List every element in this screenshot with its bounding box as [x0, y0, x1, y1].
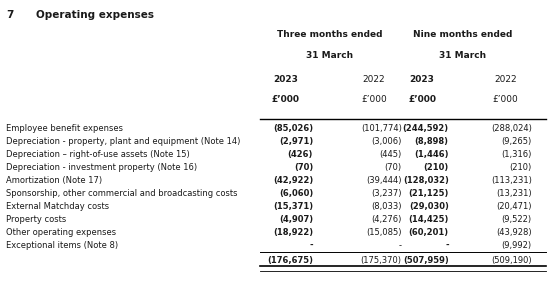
- Text: (210): (210): [423, 163, 449, 172]
- Text: (426): (426): [288, 150, 313, 159]
- Text: Depreciation - investment property (Note 16): Depreciation - investment property (Note…: [6, 163, 197, 172]
- Text: (509,190): (509,190): [491, 256, 532, 265]
- Text: (210): (210): [510, 163, 532, 172]
- Text: Other operating expenses: Other operating expenses: [6, 228, 116, 237]
- Text: (15,085): (15,085): [366, 228, 402, 237]
- Text: (288,024): (288,024): [491, 124, 532, 133]
- Text: Property costs: Property costs: [6, 215, 66, 224]
- Text: (70): (70): [294, 163, 313, 172]
- Text: (9,522): (9,522): [502, 215, 532, 224]
- Text: Exceptional items (Note 8): Exceptional items (Note 8): [6, 241, 117, 250]
- Text: (8,033): (8,033): [371, 202, 402, 211]
- Text: (175,370): (175,370): [361, 256, 402, 265]
- Text: 31 March: 31 March: [439, 51, 486, 60]
- Text: 2022: 2022: [363, 75, 385, 84]
- Text: (3,006): (3,006): [371, 137, 402, 146]
- Text: £’000: £’000: [361, 95, 387, 104]
- Text: (128,032): (128,032): [403, 176, 449, 185]
- Text: (445): (445): [379, 150, 402, 159]
- Text: (13,231): (13,231): [496, 189, 532, 198]
- Text: (8,898): (8,898): [415, 137, 449, 146]
- Text: (39,444): (39,444): [366, 176, 402, 185]
- Text: Sponsorship, other commercial and broadcasting costs: Sponsorship, other commercial and broadc…: [6, 189, 237, 198]
- Text: (1,316): (1,316): [501, 150, 532, 159]
- Text: (14,425): (14,425): [408, 215, 449, 224]
- Text: (113,231): (113,231): [491, 176, 532, 185]
- Text: (6,060): (6,060): [279, 189, 313, 198]
- Text: (244,592): (244,592): [403, 124, 449, 133]
- Text: (9,265): (9,265): [501, 137, 532, 146]
- Text: Amortization (Note 17): Amortization (Note 17): [6, 176, 102, 185]
- Text: -: -: [309, 241, 313, 250]
- Text: 7: 7: [7, 10, 14, 20]
- Text: 2023: 2023: [410, 75, 434, 84]
- Text: Nine months ended: Nine months ended: [413, 30, 512, 39]
- Text: (4,276): (4,276): [371, 215, 402, 224]
- Text: (21,125): (21,125): [408, 189, 449, 198]
- Text: Depreciation – right-of-use assets (Note 15): Depreciation – right-of-use assets (Note…: [6, 150, 189, 159]
- Text: -: -: [399, 241, 402, 250]
- Text: Three months ended: Three months ended: [277, 30, 382, 39]
- Text: (101,774): (101,774): [361, 124, 402, 133]
- Text: Depreciation - property, plant and equipment (Note 14): Depreciation - property, plant and equip…: [6, 137, 240, 146]
- Text: (9,992): (9,992): [502, 241, 532, 250]
- Text: 2023: 2023: [273, 75, 297, 84]
- Text: (3,237): (3,237): [371, 189, 402, 198]
- Text: (70): (70): [384, 163, 402, 172]
- Text: External Matchday costs: External Matchday costs: [6, 202, 109, 211]
- Text: (176,675): (176,675): [267, 256, 313, 265]
- Text: £’000: £’000: [408, 95, 436, 104]
- Text: £’000: £’000: [271, 95, 299, 104]
- Text: (18,922): (18,922): [273, 228, 313, 237]
- Text: (43,928): (43,928): [496, 228, 532, 237]
- Text: (15,371): (15,371): [273, 202, 313, 211]
- Text: 2022: 2022: [494, 75, 516, 84]
- Text: -: -: [445, 241, 449, 250]
- Text: (20,471): (20,471): [496, 202, 532, 211]
- Text: (2,971): (2,971): [279, 137, 313, 146]
- Text: (42,922): (42,922): [273, 176, 313, 185]
- Text: £’000: £’000: [493, 95, 518, 104]
- Text: Operating expenses: Operating expenses: [36, 10, 154, 20]
- Text: (60,201): (60,201): [409, 228, 449, 237]
- Text: (85,026): (85,026): [273, 124, 313, 133]
- Text: (1,446): (1,446): [414, 150, 449, 159]
- Text: 31 March: 31 March: [306, 51, 353, 60]
- Text: (4,907): (4,907): [279, 215, 313, 224]
- Text: (29,030): (29,030): [409, 202, 449, 211]
- Text: (507,959): (507,959): [403, 256, 449, 265]
- Text: Employee benefit expenses: Employee benefit expenses: [6, 124, 122, 133]
